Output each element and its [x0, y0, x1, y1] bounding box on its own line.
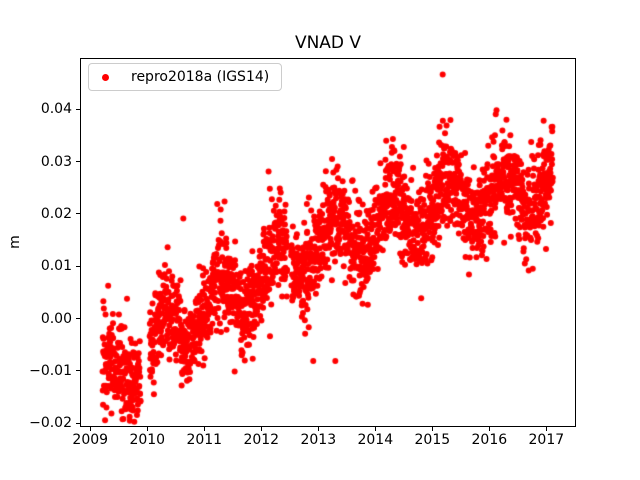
y-tick-mark [76, 318, 80, 320]
legend-label: repro2018a (IGS14) [131, 69, 270, 85]
y-tick-label: 0.03 [40, 153, 72, 170]
y-tick-label: −0.02 [29, 415, 72, 432]
y-tick-mark [76, 161, 80, 163]
x-tick-label: 2013 [300, 432, 337, 448]
y-tick-mark [76, 265, 80, 267]
y-tick-mark [76, 213, 80, 215]
y-tick-label: −0.01 [29, 362, 72, 379]
x-tick-mark [488, 427, 490, 431]
y-tick-mark [76, 108, 80, 110]
legend: repro2018a (IGS14) [88, 63, 283, 91]
y-tick-label: 0.02 [40, 205, 72, 222]
x-tick-mark [545, 427, 547, 431]
x-tick-mark [374, 427, 376, 431]
y-tick-mark [76, 370, 80, 372]
y-tick-label: 0.04 [40, 101, 72, 118]
x-tick-mark [260, 427, 262, 431]
chart-title: VNAD V [294, 33, 362, 53]
y-tick-label: 0.01 [40, 258, 72, 275]
x-tick-label: 2016 [471, 432, 508, 448]
scatter-points-canvas [81, 59, 575, 426]
x-tick-mark [89, 427, 91, 431]
x-tick-mark [146, 427, 148, 431]
x-tick-label: 2012 [243, 432, 280, 448]
y-tick-mark [76, 422, 80, 424]
plot-area: repro2018a (IGS14) [80, 58, 576, 427]
x-tick-mark [431, 427, 433, 431]
x-tick-label: 2009 [72, 432, 109, 448]
x-tick-mark [317, 427, 319, 431]
y-axis-label: m [7, 235, 23, 249]
x-tick-label: 2017 [528, 432, 565, 448]
y-tick-label: 0.00 [40, 310, 72, 327]
x-tick-label: 2011 [186, 432, 223, 448]
x-tick-mark [203, 427, 205, 431]
x-tick-label: 2014 [357, 432, 394, 448]
x-tick-label: 2010 [129, 432, 166, 448]
x-tick-label: 2015 [414, 432, 451, 448]
legend-marker-dot [102, 73, 109, 81]
